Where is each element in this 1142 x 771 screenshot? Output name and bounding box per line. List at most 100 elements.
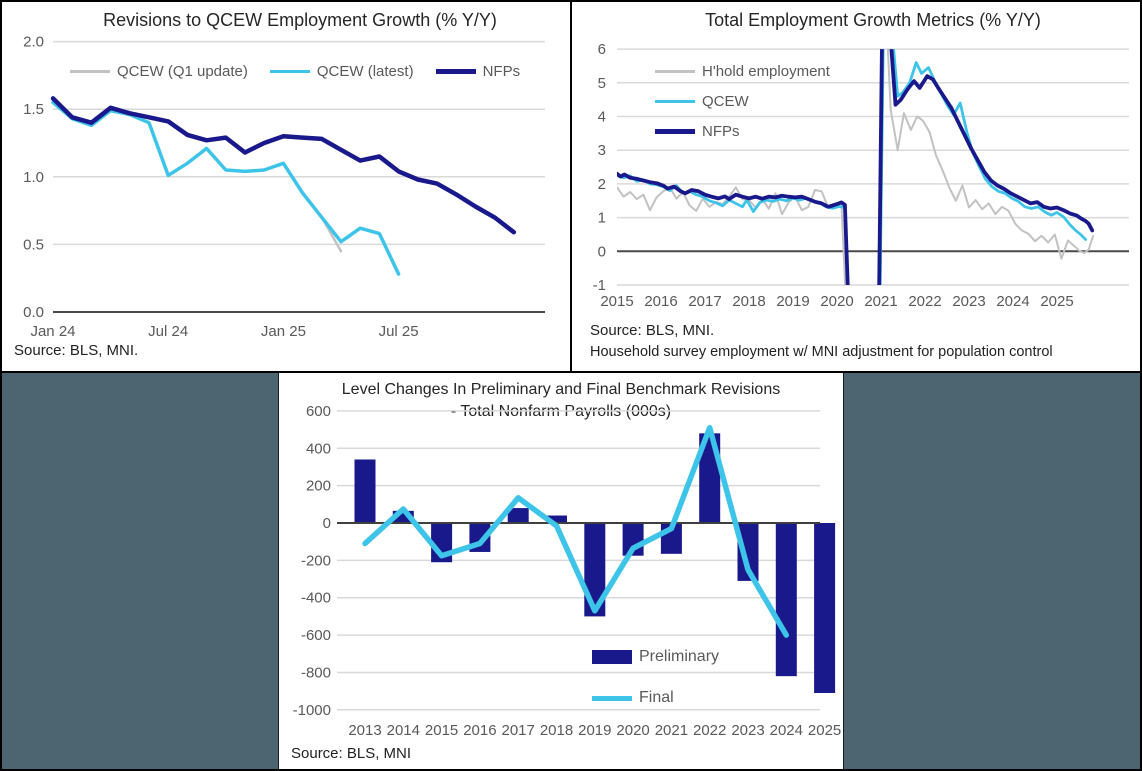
x-tick-label: 2023	[731, 722, 764, 739]
y-tick-label: 200	[306, 478, 331, 495]
legend-item-nfps: NFPs	[655, 123, 830, 140]
series-line-cyan	[51, 100, 401, 276]
legend-item-qcew: QCEW	[655, 93, 830, 110]
gray-line-swatch	[655, 70, 695, 73]
y-tick-label: 1	[598, 210, 606, 227]
legend-item-qcew-latest: QCEW (latest)	[269, 63, 414, 80]
y-tick-label: 600	[306, 403, 331, 420]
x-tick-label: Jan 25	[261, 323, 306, 340]
y-tick-label: -600	[301, 627, 331, 644]
legend-label: QCEW	[702, 93, 749, 110]
x-tick-label: 2019	[578, 722, 611, 739]
y-tick-label: -400	[301, 590, 331, 607]
x-tick-label: 2025	[1040, 293, 1073, 310]
x-tick-label: 2024	[770, 722, 803, 739]
navy-line-swatch	[655, 129, 695, 134]
y-tick-label: 1.5	[23, 101, 44, 118]
x-tick-label: 2013	[348, 722, 381, 739]
y-tick-label: -1000	[293, 702, 331, 719]
x-tick-label: 2018	[732, 293, 765, 310]
cyan-line-swatch	[592, 695, 632, 701]
y-tick-label: 3	[598, 142, 606, 159]
growth-metrics-legend: H'hold employment QCEW NFPs	[655, 63, 830, 153]
y-tick-label: -1	[593, 277, 606, 294]
legend-item-nfps: NFPs	[435, 63, 521, 80]
series-line-cyan	[617, 49, 1087, 285]
y-tick-label: 6	[598, 41, 606, 58]
legend-label: QCEW (Q1 update)	[117, 63, 248, 80]
legend-item-hhold: H'hold employment	[655, 63, 830, 80]
y-tick-label: 4	[598, 109, 606, 126]
x-tick-label: 2020	[820, 293, 853, 310]
legend-label: Preliminary	[639, 648, 720, 665]
x-tick-label: 2017	[688, 293, 721, 310]
series-line-gray	[617, 49, 1095, 285]
growth-metrics-chart-title: Total Employment Growth Metrics (% Y/Y)	[705, 10, 1041, 30]
y-tick-label: 0.5	[23, 236, 44, 253]
final-revisions-line	[362, 424, 790, 638]
cyan-line-swatch	[269, 69, 310, 74]
x-tick-label: 2019	[776, 293, 809, 310]
x-tick-label: 2022	[693, 722, 726, 739]
revisions-chart-title: Revisions to QCEW Employment Growth (% Y…	[103, 10, 497, 30]
benchmark-chart-title-line1: Level Changes In Preliminary and Final B…	[341, 381, 781, 398]
x-tick-label: 2024	[996, 293, 1029, 310]
revisions-chart-legend: QCEW (Q1 update) QCEW (latest) NFPs	[70, 63, 542, 80]
y-tick-label: 2	[598, 176, 606, 193]
x-tick-label: Jul 25	[379, 323, 419, 340]
y-tick-label: 5	[598, 75, 606, 92]
y-tick-label: 2.0	[23, 34, 44, 51]
legend-label: Final	[639, 689, 674, 706]
bar-2018	[546, 515, 567, 523]
panel-growth-metrics-chart: Total Employment Growth Metrics (% Y/Y) …	[572, 2, 1140, 371]
bar-2025	[814, 523, 836, 693]
x-tick-label: 2018	[540, 722, 573, 739]
y-tick-label: 0.0	[23, 304, 44, 321]
gray-line-swatch	[70, 70, 110, 73]
x-tick-label: 2022	[908, 293, 941, 310]
benchmark-source-text: Source: BLS, MNI	[291, 745, 412, 762]
x-tick-label: 2021	[864, 293, 897, 310]
series-line-navy	[50, 96, 517, 235]
y-tick-label: 0	[323, 515, 331, 532]
legend-item-final: Final	[592, 689, 719, 707]
legend-label: NFPs	[482, 63, 521, 80]
navy-line-swatch	[435, 69, 476, 74]
benchmark-chart-legend: Preliminary Final	[592, 648, 719, 730]
y-tick-label: -800	[301, 664, 331, 681]
x-tick-label: 2015	[425, 722, 458, 739]
bar-2013	[354, 459, 376, 523]
x-tick-label: 2021	[655, 722, 688, 739]
revisions-chart: 0.0 0.5 1.0 1.5 2.0 Jan 24 Jul 24 Jan 25 Jul 25	[23, 34, 545, 340]
x-tick-label: 2020	[616, 722, 649, 739]
legend-label: H'hold employment	[702, 63, 830, 80]
y-tick-label: 0	[598, 243, 606, 260]
x-tick-label: 2016	[463, 722, 496, 739]
x-tick-label: 2016	[644, 293, 677, 310]
legend-label: NFPs	[702, 123, 740, 140]
panel-revisions-chart: Revisions to QCEW Employment Growth (% Y…	[2, 2, 570, 371]
revisions-source-text: Source: BLS, MNI.	[14, 342, 139, 359]
x-tick-label: 2017	[502, 722, 535, 739]
x-tick-label: 2025	[808, 722, 841, 739]
bar-2023	[737, 523, 759, 581]
x-tick-label: Jul 24	[148, 323, 188, 340]
y-tick-label: 400	[306, 440, 331, 457]
y-tick-label: -200	[301, 552, 331, 569]
x-tick-label: 2015	[600, 293, 633, 310]
x-tick-label: 2014	[387, 722, 420, 739]
benchmark-revisions-chart: 600 400 200 0 -200 -400 -600 -800 -1000 2013 2014 2…	[293, 403, 842, 739]
bar-2017	[507, 508, 529, 523]
panel-benchmark-revisions-chart: Level Changes In Preliminary and Final B…	[278, 373, 844, 769]
growth-metrics-source-text: Source: BLS, MNI.	[590, 322, 715, 339]
y-tick-label: 1.0	[23, 169, 44, 186]
cyan-line-swatch	[655, 99, 695, 104]
legend-item-preliminary: Preliminary	[592, 648, 719, 666]
legend-item-qcew-q1: QCEW (Q1 update)	[70, 63, 248, 80]
series-line-navy	[617, 49, 1095, 285]
x-tick-label: Jan 24	[30, 323, 75, 340]
navy-bar-swatch	[592, 650, 632, 664]
growth-metrics-footnote: Household survey employment w/ MNI adjus…	[590, 344, 1053, 360]
